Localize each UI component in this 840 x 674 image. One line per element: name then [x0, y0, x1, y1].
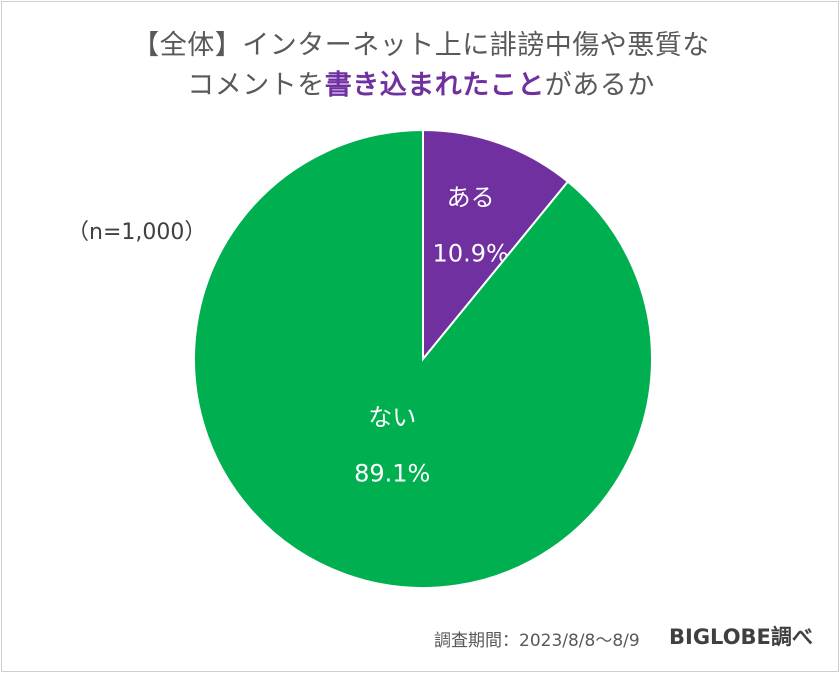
chart-title-line-2-suffix: があるか: [544, 70, 655, 101]
chart-title-line-2-prefix: コメントを: [187, 70, 325, 101]
slice-label-aru: ある: [447, 183, 495, 211]
pie-slice-nai: [193, 128, 653, 589]
chart-title-highlight: 書き込まれたこと: [324, 70, 545, 101]
chart-title-line-2: コメントを書き込まれたことがあるか: [2, 66, 840, 106]
pie-slice-aru: [422, 128, 570, 362]
slice-label-nai: ない: [368, 403, 416, 431]
slice-value-aru: 10.9%: [433, 239, 509, 267]
survey-period-label: 調査期間：2023/8/8～8/9: [434, 631, 640, 651]
slice-value-nai: 89.1%: [354, 459, 430, 487]
chart-title-line-1: 【全体】インターネット上に誹謗中傷や悪質な: [132, 30, 710, 61]
sample-size-label: （n=1,000）: [67, 220, 207, 245]
source-label: BIGLOBE調べ: [669, 625, 813, 649]
